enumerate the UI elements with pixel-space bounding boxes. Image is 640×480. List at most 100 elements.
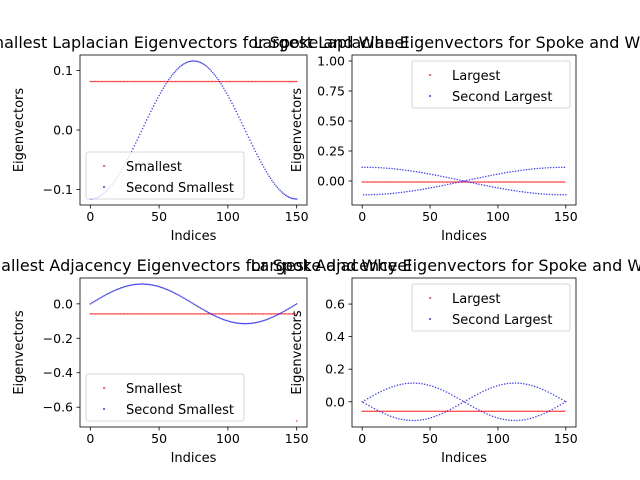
data-point xyxy=(400,418,403,421)
data-point xyxy=(529,410,532,412)
data-point xyxy=(101,295,104,298)
data-point xyxy=(453,181,456,183)
data-point xyxy=(437,410,439,412)
data-point xyxy=(385,410,388,412)
y-tick-label: 0.25 xyxy=(317,144,345,159)
data-point xyxy=(396,384,399,386)
data-point xyxy=(556,405,559,408)
x-axis-label: Indices xyxy=(441,229,487,244)
data-point xyxy=(206,80,209,83)
data-point xyxy=(415,171,418,173)
data-point xyxy=(561,398,563,401)
data-point xyxy=(455,405,457,408)
data-point xyxy=(155,99,158,102)
data-point xyxy=(269,80,272,83)
data-point xyxy=(262,319,265,322)
data-point xyxy=(150,110,152,113)
data-point xyxy=(463,180,465,182)
data-point xyxy=(395,192,397,194)
data-point xyxy=(418,181,420,183)
data-point xyxy=(532,416,534,419)
data-point xyxy=(383,410,385,412)
data-point xyxy=(246,80,248,83)
legend-marker xyxy=(103,186,105,188)
data-point xyxy=(122,80,125,83)
data-point xyxy=(529,192,532,194)
data-point xyxy=(262,166,265,168)
legend: Smallest Second Smallest xyxy=(85,151,245,200)
data-point xyxy=(372,181,374,183)
data-point xyxy=(139,313,141,315)
data-point xyxy=(456,181,458,183)
data-point xyxy=(229,99,232,102)
data-point xyxy=(162,313,164,315)
data-point xyxy=(464,180,467,183)
data-point xyxy=(275,314,277,317)
data-point xyxy=(284,80,287,83)
series-second xyxy=(361,382,567,422)
data-point xyxy=(155,285,158,287)
data-point xyxy=(243,313,246,315)
data-point xyxy=(558,181,560,183)
data-point xyxy=(448,177,450,179)
x-tick-label: 150 xyxy=(285,209,309,224)
data-point xyxy=(107,80,109,83)
data-point xyxy=(513,419,515,422)
data-point xyxy=(417,181,419,183)
data-point xyxy=(286,80,288,83)
data-point xyxy=(361,410,363,412)
y-tick-label: 0.75 xyxy=(317,84,345,99)
data-point xyxy=(151,284,153,286)
data-point xyxy=(396,168,399,170)
x-axis-label: Indices xyxy=(171,229,217,244)
data-point xyxy=(524,191,526,193)
data-point xyxy=(260,161,262,163)
data-point xyxy=(245,313,247,315)
data-point xyxy=(163,85,166,87)
data-point xyxy=(429,410,431,412)
data-point xyxy=(183,313,185,315)
data-point xyxy=(546,411,548,413)
data-point xyxy=(478,410,480,412)
data-point xyxy=(494,416,496,418)
data-point xyxy=(293,304,295,307)
data-point xyxy=(205,313,207,315)
x-tick-label: 150 xyxy=(554,431,578,446)
data-point xyxy=(245,130,247,133)
data-point xyxy=(543,193,545,195)
x-tick-label: 100 xyxy=(216,431,240,446)
y-tick-label: 1.00 xyxy=(317,54,345,69)
data-point xyxy=(427,187,430,189)
data-point xyxy=(249,313,251,315)
data-point xyxy=(527,410,529,412)
data-point xyxy=(251,322,254,324)
data-point xyxy=(432,410,434,412)
data-point xyxy=(459,410,461,412)
x-axis-label: Indices xyxy=(441,451,487,466)
data-point xyxy=(565,401,567,403)
data-point xyxy=(520,181,522,183)
data-point xyxy=(213,73,215,75)
data-point xyxy=(257,80,259,83)
data-point xyxy=(162,287,164,289)
data-point xyxy=(148,313,151,315)
data-point xyxy=(524,418,526,421)
data-point xyxy=(437,181,439,183)
data-point xyxy=(381,412,384,414)
data-point xyxy=(136,139,138,141)
data-point xyxy=(406,190,408,193)
data-point xyxy=(438,413,441,416)
data-point xyxy=(550,166,552,169)
data-point xyxy=(461,179,464,182)
chart-title: Smallest Laplacian Eigenvectors for Spok… xyxy=(0,33,409,52)
data-point xyxy=(93,313,96,315)
data-point xyxy=(414,419,416,422)
data-point xyxy=(389,192,392,195)
data-point xyxy=(472,181,475,183)
data-point xyxy=(220,80,222,83)
data-point xyxy=(284,194,287,196)
data-point xyxy=(362,181,365,183)
data-point xyxy=(514,410,517,412)
data-point xyxy=(423,410,426,412)
legend: Smallest Second Smallest xyxy=(85,373,245,422)
